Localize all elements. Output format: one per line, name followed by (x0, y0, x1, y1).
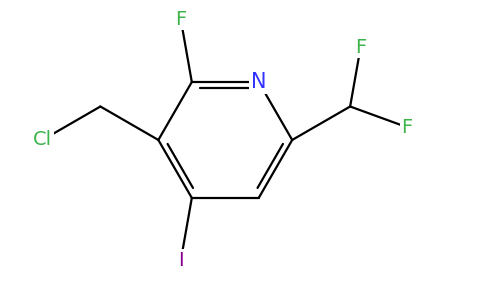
Text: F: F (355, 38, 366, 57)
Text: F: F (401, 118, 412, 136)
Text: N: N (251, 72, 267, 92)
Text: I: I (178, 251, 183, 270)
Text: F: F (175, 10, 186, 29)
Text: Cl: Cl (33, 130, 52, 149)
